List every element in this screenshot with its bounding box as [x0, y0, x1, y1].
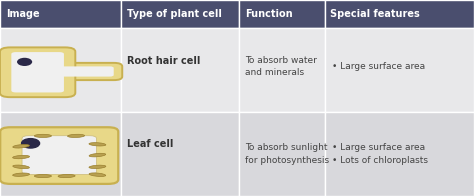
Ellipse shape	[89, 165, 106, 169]
FancyBboxPatch shape	[11, 52, 64, 93]
Bar	[239, 28, 325, 112]
Bar	[239, 112, 325, 196]
Bar	[325, 28, 474, 112]
Text: Function: Function	[245, 9, 292, 19]
FancyBboxPatch shape	[22, 136, 97, 174]
Text: To absorb water
and minerals: To absorb water and minerals	[245, 56, 317, 77]
Bar	[0, 0, 121, 28]
Bar	[121, 0, 239, 28]
Text: Leaf cell: Leaf cell	[127, 139, 173, 149]
Ellipse shape	[22, 139, 40, 148]
FancyBboxPatch shape	[51, 63, 122, 80]
Ellipse shape	[13, 165, 29, 169]
Bar	[325, 0, 474, 28]
Text: • Large surface area
• Lots of chloroplasts: • Large surface area • Lots of chloropla…	[332, 143, 428, 165]
Ellipse shape	[89, 173, 106, 176]
Ellipse shape	[35, 174, 52, 178]
Text: To absorb sunlight
for photosynthesis: To absorb sunlight for photosynthesis	[245, 143, 329, 165]
Bar	[121, 28, 239, 112]
Ellipse shape	[13, 173, 29, 176]
Ellipse shape	[89, 153, 106, 157]
Bar	[121, 112, 239, 196]
Ellipse shape	[13, 144, 29, 148]
Text: Image: Image	[6, 9, 39, 19]
Text: Special features: Special features	[330, 9, 420, 19]
Ellipse shape	[35, 134, 52, 137]
Ellipse shape	[58, 174, 75, 178]
Ellipse shape	[13, 155, 29, 159]
Text: Root hair cell: Root hair cell	[127, 55, 200, 65]
FancyBboxPatch shape	[59, 66, 114, 77]
Text: • Large surface area: • Large surface area	[332, 62, 425, 71]
FancyBboxPatch shape	[0, 47, 75, 97]
Ellipse shape	[68, 134, 84, 137]
Bar	[0, 28, 121, 112]
Ellipse shape	[89, 143, 106, 146]
Text: Type of plant cell: Type of plant cell	[127, 9, 221, 19]
FancyBboxPatch shape	[0, 127, 118, 184]
Ellipse shape	[17, 58, 32, 66]
Bar	[239, 0, 325, 28]
Bar	[0, 112, 121, 196]
Bar	[325, 112, 474, 196]
